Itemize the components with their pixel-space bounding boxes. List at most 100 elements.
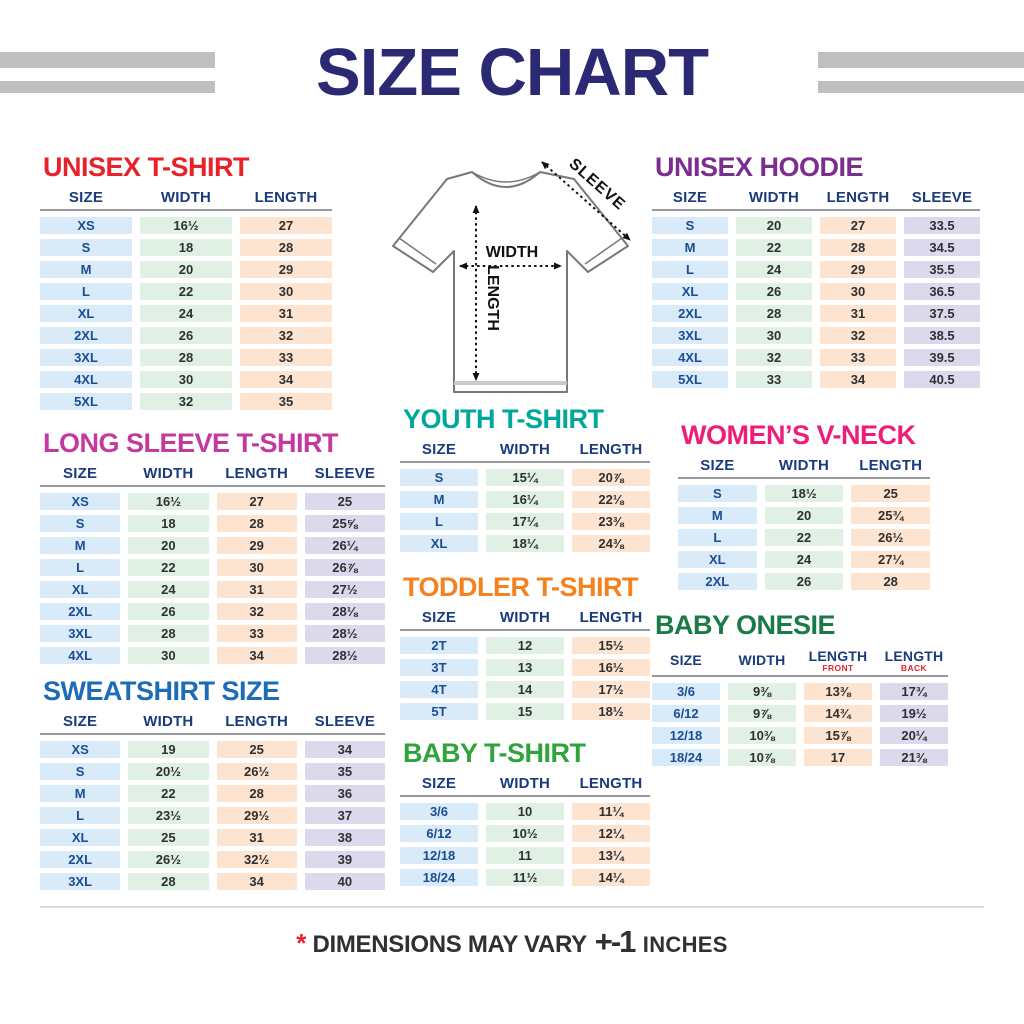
value-cell: 26⅞ [304,559,385,576]
womens-vneck-table: WOMEN’S V-NECK SIZE WIDTH LENGTH S 18½ 25 M 20 25… [678,420,931,595]
size-cell: XL [678,551,757,568]
value-cell: 25⅝ [304,515,385,532]
table-header-row: SIZE WIDTH LENGTH FRONT LENGTH BACK [652,648,948,677]
sweatshirt-title: SWEATSHIRT SIZE [43,676,280,706]
table-row: 3/6 10 11¼ [400,803,650,820]
value-cell: 17 [804,749,872,766]
table-row: L 22 26½ [678,529,931,546]
size-cell: 12/18 [400,847,478,864]
table-header-row: SIZE WIDTH LENGTH [400,442,650,463]
value-cell: 30 [140,371,232,388]
table-row: 18/24 11½ 14¼ [400,869,650,886]
table-row: XL 25 31 38 [40,829,385,846]
table-row: M 22 28 34.5 [652,239,980,256]
value-cell: 28 [216,515,297,532]
value-cell: 24 [736,261,812,278]
table-row: 6/12 9⅞ 14¾ 19½ [652,705,948,722]
value-cell: 22 [764,529,844,546]
footer-note: * DIMENSIONS MAY VARY +-1 INCHES [0,924,1024,960]
value-cell: 9⅜ [728,683,796,700]
column-header-length: LENGTH [579,441,643,458]
table-row: L 22 30 26⅞ [40,559,385,576]
value-cell: 27 [240,217,332,234]
value-cell: 26½ [851,529,931,546]
table-row: 5XL 32 35 [40,393,332,410]
value-cell: 26 [736,283,812,300]
value-cell: 34 [820,371,896,388]
table-row: M 20 29 [40,261,332,278]
value-cell: 29½ [216,807,297,824]
footer-asterisk: * [296,928,307,958]
table-row: S 20½ 26½ 35 [40,763,385,780]
table-row: 12/18 10⅜ 15⅞ 20¼ [652,727,948,744]
long-sleeve-tshirt-table: LONG SLEEVE T-SHIRT SIZE WIDTH LENGTH SLEEVE… [40,428,385,669]
value-cell: 21⅜ [880,749,948,766]
table-row: 3/6 9⅜ 13⅜ 17¾ [652,683,948,700]
size-cell: 2XL [40,851,121,868]
size-cell: 5T [400,703,478,720]
size-cell: M [40,537,121,554]
size-cell: M [40,785,121,802]
table-row: 3XL 28 33 28½ [40,625,385,642]
table-row: 5T 15 18½ [400,703,650,720]
value-cell: 20¼ [880,727,948,744]
baby-tshirt-title: BABY T-SHIRT [403,738,586,768]
youth-tshirt-title: YOUTH T-SHIRT [403,404,604,434]
value-cell: 15 [486,703,564,720]
value-cell: 26 [140,327,232,344]
size-cell: XL [40,581,121,598]
value-cell: 29 [216,537,297,554]
size-cell: S [40,239,132,256]
table-row: XL 18¼ 24⅜ [400,535,650,552]
value-cell: 25 [216,741,297,758]
value-cell: 31 [820,305,896,322]
value-cell: 22 [128,785,209,802]
value-cell: 26½ [216,763,297,780]
unisex-hoodie-table: UNISEX HOODIE SIZE WIDTH LENGTH SLEEVE S 20 27 3… [652,152,980,393]
value-cell: 27½ [304,581,385,598]
column-header-width: WIDTH [748,189,800,206]
value-cell: 20 [140,261,232,278]
value-cell: 29 [820,261,896,278]
value-cell: 25 [304,493,385,510]
size-cell: 2XL [678,573,757,590]
table-row: L 24 29 35.5 [652,261,980,278]
value-cell: 16½ [128,493,209,510]
value-cell: 20 [128,537,209,554]
table-row: 2XL 26 32 [40,327,332,344]
value-cell: 35 [240,393,332,410]
long-sleeve-title: LONG SLEEVE T-SHIRT [43,428,339,458]
value-cell: 28 [820,239,896,256]
width-arrow-label: WIDTH [486,244,538,261]
value-cell: 20⅞ [572,469,650,486]
youth-tshirt-table: YOUTH T-SHIRT SIZE WIDTH LENGTH S 15¼ 20⅞ M 16¼ 2… [400,404,650,557]
value-cell: 38 [304,829,385,846]
value-cell: 34 [216,647,297,664]
column-header-length: LENGTH [254,189,318,206]
value-cell: 11½ [486,869,564,886]
size-cell: M [678,507,757,524]
size-cell: M [400,491,478,508]
size-cell: L [400,513,478,530]
size-cell: 5XL [652,371,728,388]
value-cell: 15½ [572,637,650,654]
column-header-width: WIDTH [143,465,194,482]
value-cell: 18 [128,515,209,532]
sweatshirt-size-table: SWEATSHIRT SIZE SIZE WIDTH LENGTH SLEEVE XS 19… [40,676,385,895]
table-row: 3XL 30 32 38.5 [652,327,980,344]
table-header-row: SIZE WIDTH LENGTH SLEEVE [40,714,385,735]
size-cell: 3T [400,659,478,676]
column-header-sleeve: SLEEVE [314,713,376,730]
header-stripe-right-bottom [818,81,1024,93]
value-cell: 22 [140,283,232,300]
column-header-size: SIZE [670,652,702,668]
table-header-row: SIZE WIDTH LENGTH [40,190,332,211]
value-cell: 14 [486,681,564,698]
column-header-size: SIZE [63,713,98,730]
column-header-size: SIZE [421,441,457,458]
baby-onesie-table: BABY ONESIE SIZE WIDTH LENGTH FRONT LENGTH BAC… [652,610,948,771]
value-cell: 32½ [216,851,297,868]
table-row: L 22 30 [40,283,332,300]
footer-text: DIMENSIONS MAY VARY [312,931,587,958]
sleeve-arrow [541,161,631,241]
